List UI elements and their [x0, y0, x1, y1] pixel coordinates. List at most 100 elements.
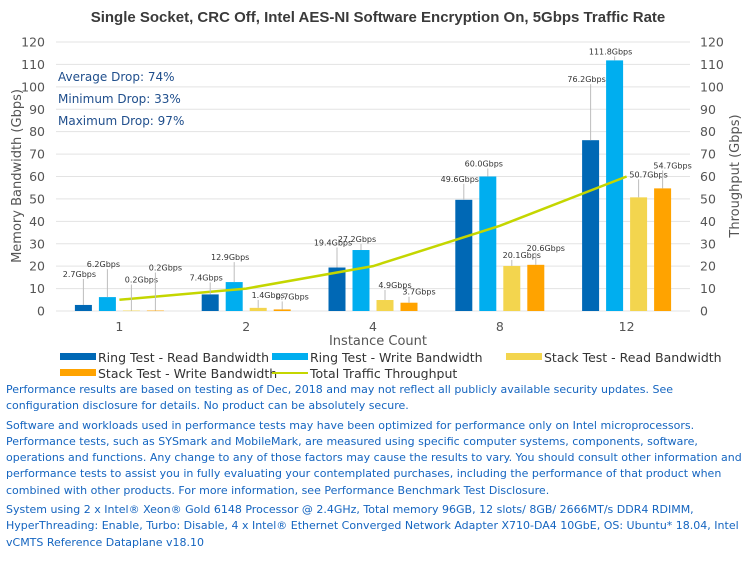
legend: Ring Test - Read Bandwidth Ring Test - Wr… [60, 350, 722, 380]
data-label: 6.2Gbps [87, 260, 120, 269]
note-system-config: System using 2 x Intel® Xeon® Gold 6148 … [6, 503, 739, 549]
data-label: 27.2Gbps [338, 235, 376, 244]
bar-ring-test-write-bandwidth-8 [479, 176, 497, 311]
data-label: 7.4Gbps [190, 273, 223, 282]
y-tick-label: 60 [29, 169, 45, 184]
y-tick-label: 100 [21, 79, 45, 94]
bar-stack-test-write-bandwidth-12 [654, 188, 672, 311]
data-label: 54.7Gbps [653, 161, 691, 170]
legend-label: Stack Test - Read Bandwidth [544, 350, 722, 365]
bar-stack-test-write-bandwidth-2 [273, 309, 291, 311]
legend-label: Ring Test - Write Bandwidth [310, 350, 483, 365]
y2-tick-label: 40 [700, 214, 716, 229]
bar-ring-test-read-bandwidth-12 [582, 140, 600, 311]
bar-stack-test-read-bandwidth-1 [122, 310, 140, 312]
y-axis-right-ticks: 0 10 20 30 40 50 60 70 80 90 100 110 120 [700, 35, 724, 319]
legend-label: Ring Test - Read Bandwidth [98, 350, 269, 365]
bar-stack-test-write-bandwidth-1 [146, 310, 164, 312]
y-tick-label: 20 [29, 259, 45, 274]
y-tick-label: 40 [29, 214, 45, 229]
y2-tick-label: 70 [700, 147, 716, 162]
bars [74, 60, 672, 312]
x-axis-ticks: 1 2 4 8 12 [115, 319, 634, 334]
throughput-line [119, 175, 628, 302]
y-tick-label: 80 [29, 124, 45, 139]
x-tick-label: 2 [242, 319, 250, 334]
y2-tick-label: 60 [700, 169, 716, 184]
y-tick-label: 0 [37, 304, 45, 319]
y-tick-label: 110 [21, 57, 45, 72]
data-label: 0.2Gbps [149, 264, 182, 273]
legend-swatch [506, 353, 542, 360]
gridlines [56, 41, 690, 312]
data-label: 1.4Gbps [252, 291, 285, 300]
y-axis-left-ticks: 0 10 20 30 40 50 60 70 80 90 100 110 120 [21, 35, 45, 319]
data-label: 2.7Gbps [63, 270, 96, 279]
y-axis-left-label: Memory Bandwidth (Gbps) [10, 89, 25, 263]
y2-tick-label: 20 [700, 259, 716, 274]
bar-ring-test-write-bandwidth-2 [225, 282, 243, 311]
x-tick-label: 1 [115, 319, 123, 334]
x-axis-label: Instance Count [329, 334, 427, 349]
note-software: Software and workloads used in performan… [6, 418, 742, 497]
data-label: 4.9Gbps [378, 281, 411, 290]
legend-label: Total Traffic Throughput [309, 366, 457, 380]
bar-ring-test-read-bandwidth-8 [455, 199, 473, 311]
data-label: 12.9Gbps [211, 253, 249, 262]
data-label: 0.2Gbps [125, 276, 158, 285]
y2-tick-label: 110 [700, 57, 724, 72]
bandwidth-chart: Single Socket, CRC Off, Intel AES-NI Sof… [10, 9, 743, 380]
y2-tick-label: 10 [700, 281, 716, 296]
y2-tick-label: 50 [700, 191, 716, 206]
x-tick-label: 8 [496, 319, 504, 334]
data-label: 76.2Gbps [567, 75, 605, 84]
data-label: 20.1Gbps [503, 251, 541, 260]
y-axis-right-label: Throughput (Gbps) [728, 114, 743, 238]
y-tick-label: 90 [29, 102, 45, 117]
annotation-maximum-drop: Maximum Drop: 97% [58, 114, 184, 128]
x-tick-label: 4 [369, 319, 377, 334]
bar-stack-test-write-bandwidth-8 [527, 264, 545, 311]
y-tick-label: 120 [21, 35, 45, 50]
bar-stack-test-read-bandwidth-4 [376, 300, 394, 311]
y-tick-label: 30 [29, 236, 45, 251]
y2-tick-label: 90 [700, 102, 716, 117]
bar-ring-test-read-bandwidth-2 [201, 294, 219, 311]
data-label: 19.4Gbps [314, 239, 352, 248]
bar-ring-test-write-bandwidth-1 [98, 297, 116, 311]
legend-swatch [60, 369, 96, 376]
annotation-minimum-drop: Minimum Drop: 33% [58, 92, 181, 106]
bar-ring-test-read-bandwidth-1 [74, 304, 92, 311]
data-label: 49.6Gbps [441, 175, 479, 184]
data-label: 0.7Gbps [276, 292, 309, 301]
drop-annotations: Average Drop: 74% Minimum Drop: 33% Maxi… [58, 70, 184, 128]
note-performance: Performance results are based on testing… [6, 383, 674, 413]
y2-tick-label: 120 [700, 35, 724, 50]
bar-stack-test-read-bandwidth-8 [503, 265, 521, 311]
bar-stack-test-read-bandwidth-2 [249, 307, 267, 311]
y-tick-label: 10 [29, 281, 45, 296]
y-tick-label: 50 [29, 191, 45, 206]
y2-tick-label: 30 [700, 236, 716, 251]
x-tick-label: 12 [619, 319, 635, 334]
legend-swatch [60, 353, 96, 360]
data-label: 111.8Gbps [589, 47, 632, 56]
disclaimer-notes: Performance results are based on testing… [6, 382, 748, 554]
data-label: 3.7Gbps [402, 288, 435, 297]
bar-stack-test-read-bandwidth-12 [630, 197, 648, 311]
bar-stack-test-write-bandwidth-4 [400, 302, 418, 311]
chart-title: Single Socket, CRC Off, Intel AES-NI Sof… [91, 9, 666, 26]
annotation-average-drop: Average Drop: 74% [58, 70, 175, 84]
data-label: 50.7Gbps [629, 170, 667, 179]
y2-tick-label: 100 [700, 79, 724, 94]
y2-tick-label: 80 [700, 124, 716, 139]
bar-ring-test-write-bandwidth-4 [352, 250, 370, 311]
y2-tick-label: 0 [700, 304, 708, 319]
bar-ring-test-read-bandwidth-4 [328, 267, 346, 311]
y-tick-label: 70 [29, 147, 45, 162]
legend-swatch [272, 353, 308, 360]
legend-label: Stack Test - Write Bandwidth [98, 366, 277, 380]
data-label: 60.0Gbps [465, 160, 503, 169]
bar-ring-test-write-bandwidth-12 [606, 60, 624, 311]
